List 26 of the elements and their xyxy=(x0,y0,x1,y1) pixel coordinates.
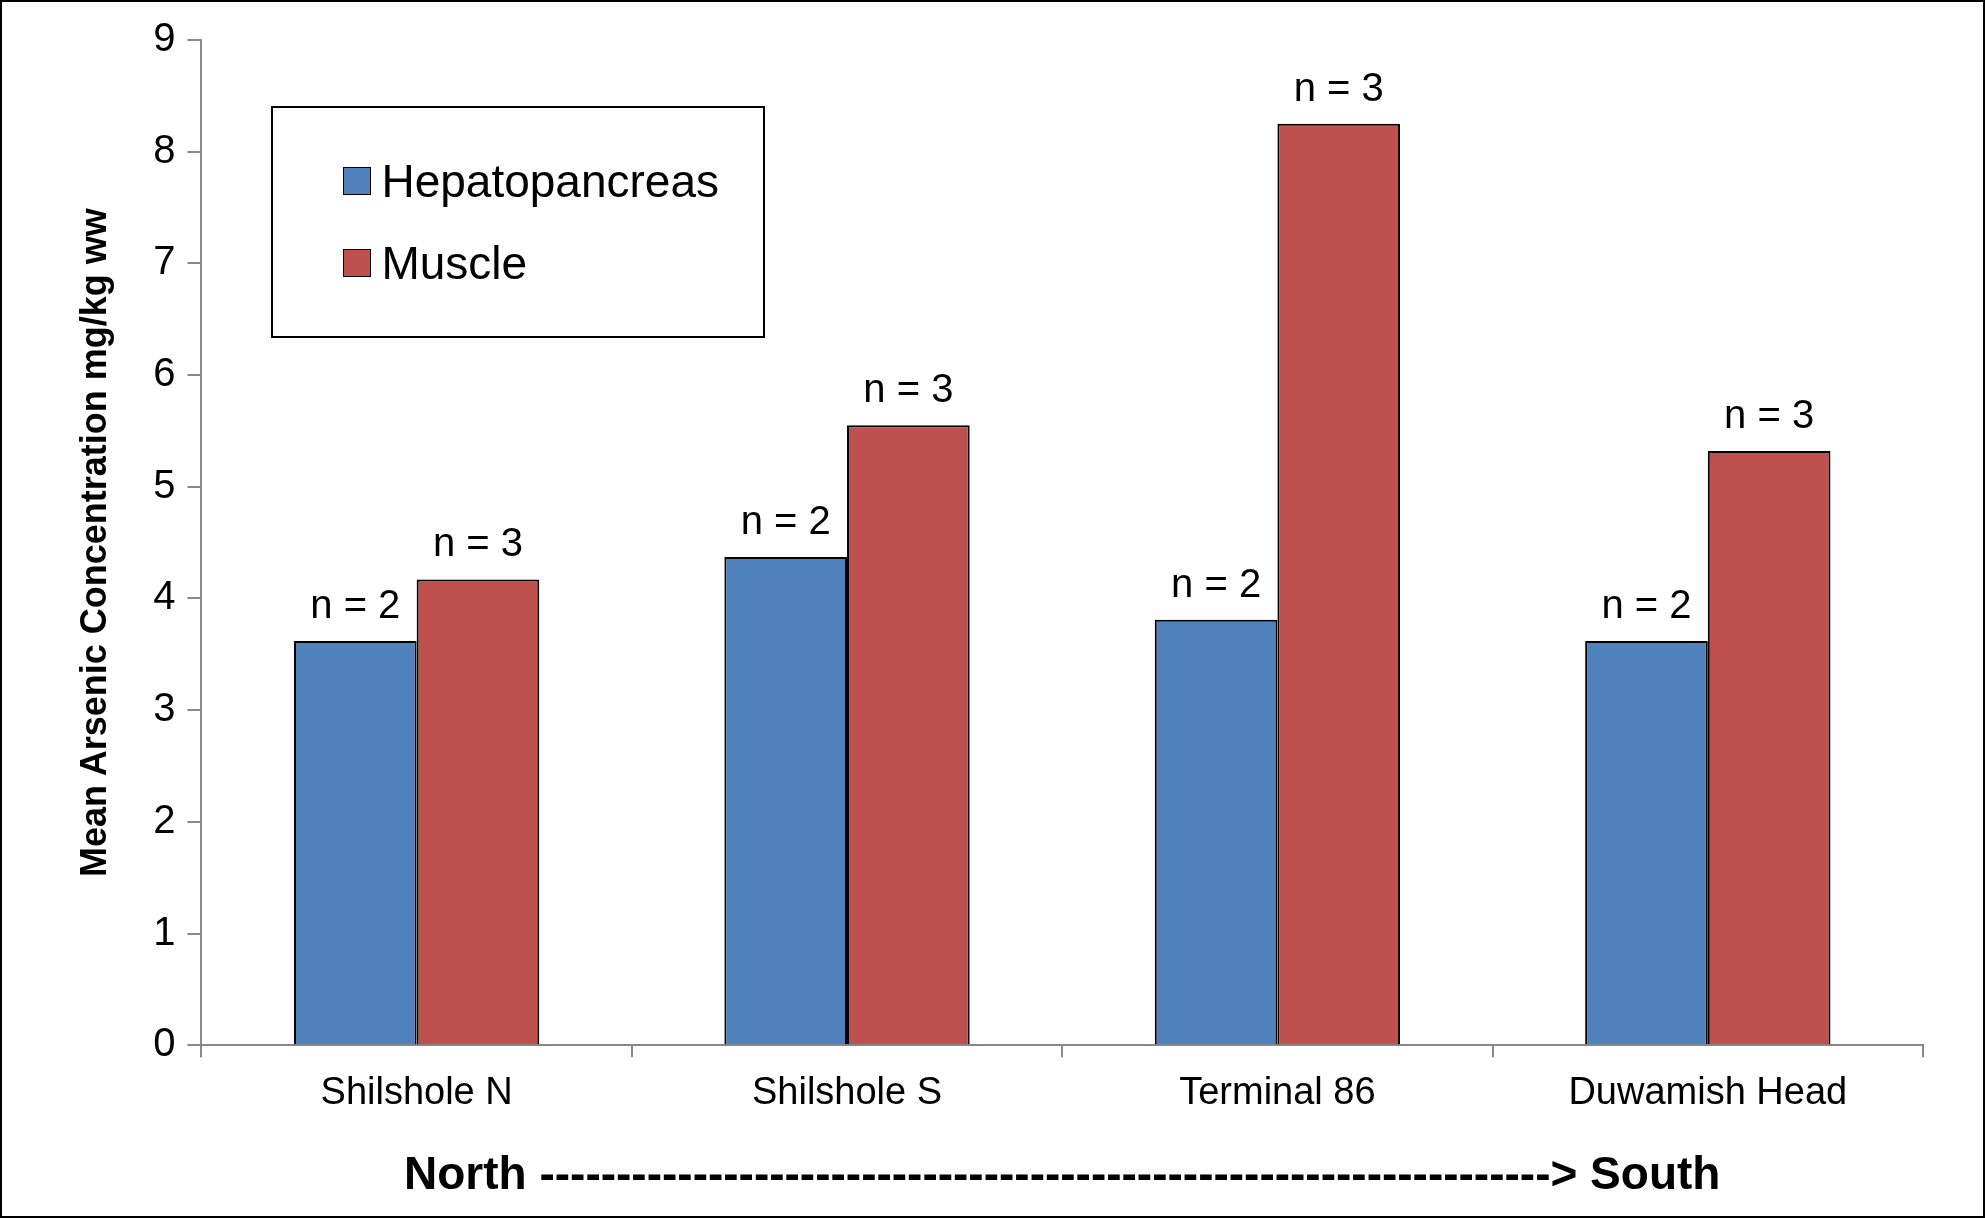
y-axis-title: Mean Arsenic Concentration mg/kg ww xyxy=(72,207,114,877)
annotation: n = 2 xyxy=(310,581,401,626)
legend-label: Muscle xyxy=(381,236,528,290)
y-tick-label: 4 xyxy=(153,573,176,618)
y-tick-label: 5 xyxy=(153,461,176,506)
y-tick-label: 8 xyxy=(153,126,176,171)
x-tick-label: Shilshole S xyxy=(751,1070,943,1113)
x-tick-label: Terminal 86 xyxy=(1179,1070,1376,1113)
y-tick-label: 6 xyxy=(153,350,176,395)
annotation: n = 3 xyxy=(863,366,954,411)
y-tick-label: 3 xyxy=(153,685,176,730)
y-tick-label: 9 xyxy=(153,15,176,60)
x-axis-title: North ------------------------------------------------------------------> South xyxy=(404,1147,1721,1200)
annotation: n = 2 xyxy=(1601,581,1692,626)
x-tick-label: Shilshole N xyxy=(320,1070,513,1113)
legend-label: Hepatopancreas xyxy=(381,154,720,208)
annotation: n = 3 xyxy=(1293,64,1384,109)
y-tick-label: 2 xyxy=(153,796,176,841)
annotation: n = 3 xyxy=(1724,392,1815,437)
y-tick-label: 1 xyxy=(153,908,176,953)
y-tick-label: 0 xyxy=(153,1020,176,1065)
annotation: n = 3 xyxy=(432,520,524,565)
annotation: n = 2 xyxy=(1171,560,1262,605)
y-tick-label: 7 xyxy=(153,238,176,283)
annotation: n = 2 xyxy=(740,498,831,543)
x-tick-label: Duwamish Head xyxy=(1568,1070,1848,1113)
